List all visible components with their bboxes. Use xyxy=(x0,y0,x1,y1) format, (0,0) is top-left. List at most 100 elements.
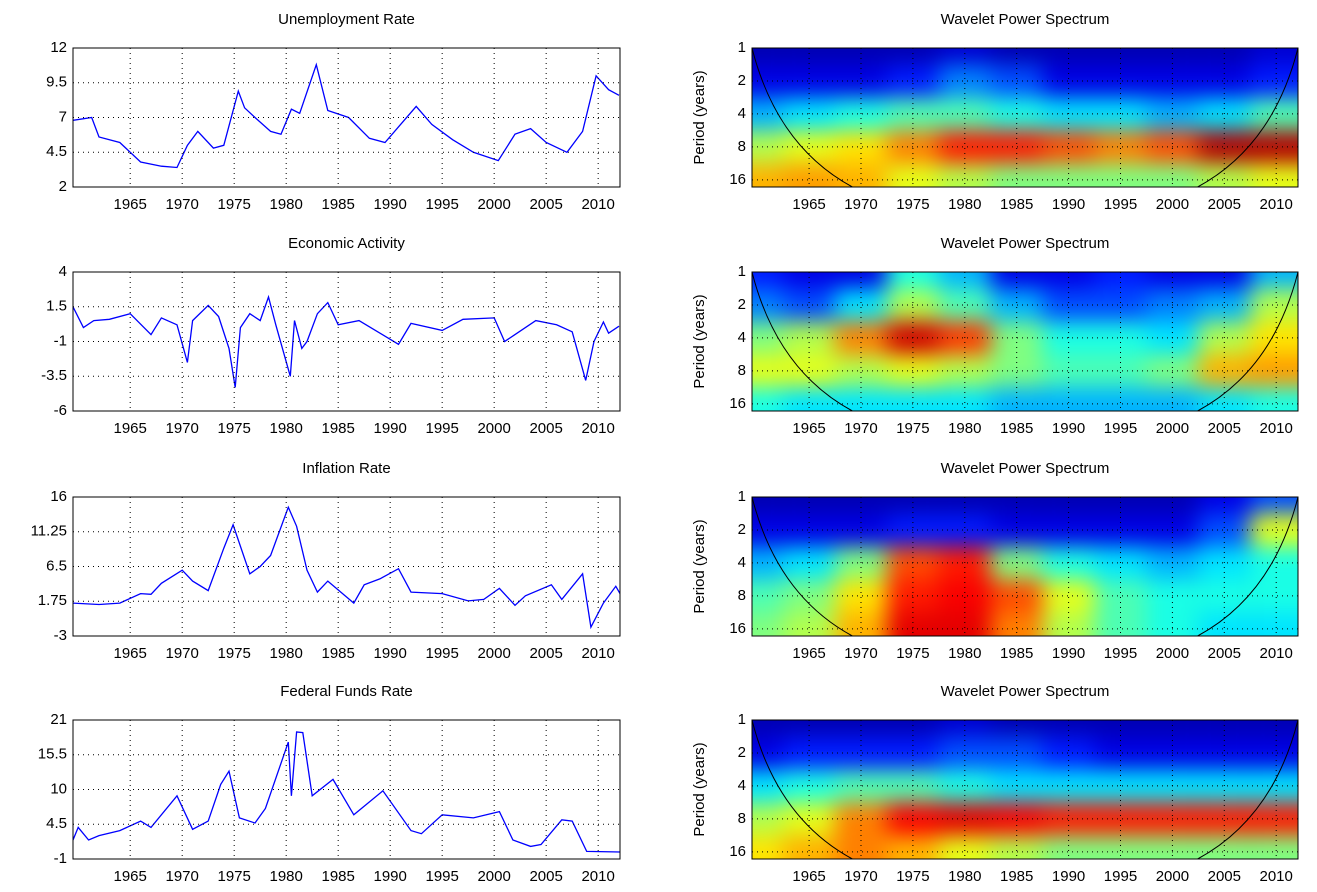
y-tick-label: 16 xyxy=(50,488,67,505)
heatmap-cell xyxy=(1198,163,1251,187)
y-tick-label: 8 xyxy=(738,587,746,604)
y-tick-label: -1 xyxy=(54,850,67,867)
line xyxy=(73,62,620,169)
y-tick-label: 2 xyxy=(738,744,746,761)
heatmap-cell xyxy=(1198,497,1251,514)
x-tick-label: 1965 xyxy=(792,868,825,885)
heatmap-cell xyxy=(835,579,887,613)
heatmap-cell xyxy=(1146,497,1199,514)
x-tick-label: 1965 xyxy=(792,420,825,437)
heatmap-cell xyxy=(990,272,1043,289)
y-tick-label: 1.5 xyxy=(46,298,67,315)
heatmap-cell xyxy=(1250,720,1298,737)
heatmap-cell xyxy=(886,612,939,636)
y-tick-label: 4 xyxy=(738,777,746,794)
line xyxy=(73,294,620,388)
heatmap-cell xyxy=(886,387,939,411)
heatmap-cell xyxy=(835,736,887,770)
axes-frame xyxy=(751,496,1299,637)
heatmap-cell xyxy=(1042,163,1095,187)
x-tick-label: 1995 xyxy=(425,868,458,885)
y-tick-label: 9.5 xyxy=(46,74,67,91)
x-tick-label: 1990 xyxy=(373,196,406,213)
panel: Wavelet Power Spectrum Period (years) 1965… xyxy=(691,683,1299,885)
chart-title: Inflation Rate xyxy=(302,460,390,477)
x-tick-label: 1990 xyxy=(373,420,406,437)
x-tick-label: 1970 xyxy=(166,196,199,213)
heatmap-cell xyxy=(752,387,784,411)
heatmap-cell xyxy=(1094,387,1147,411)
x-tick-label: 1970 xyxy=(844,420,877,437)
line xyxy=(73,731,620,853)
heatmap-cell xyxy=(1146,163,1199,187)
heatmap-clip xyxy=(752,272,1298,411)
heatmap-cell xyxy=(1198,835,1251,859)
heatmap-cell xyxy=(1042,720,1095,737)
x-tick-label: 2010 xyxy=(581,645,614,662)
panel: Wavelet Power Spectrum Period (years) 1965… xyxy=(691,11,1299,213)
chart-title: Federal Funds Rate xyxy=(280,683,413,700)
heatmap-cell xyxy=(990,48,1043,65)
y-tick-label: 1 xyxy=(738,711,746,728)
line xyxy=(73,505,620,630)
x-tick-label: 2010 xyxy=(1260,645,1293,662)
heatmap-cell xyxy=(1198,48,1251,65)
heatmap-cell xyxy=(938,835,991,859)
heatmap-cell xyxy=(835,272,887,289)
heatmap-cell xyxy=(835,720,887,737)
y-axis-label: Period (years) xyxy=(691,70,708,164)
x-tick-label: 2005 xyxy=(529,868,562,885)
heatmap-cell xyxy=(886,48,939,65)
y-tick-label: 16 xyxy=(729,171,746,188)
heatmap-clip xyxy=(752,48,1298,187)
heatmap-cell xyxy=(835,513,887,547)
x-tick-label: 1970 xyxy=(844,196,877,213)
heatmap-cell xyxy=(990,163,1043,187)
heatmap-cell xyxy=(783,272,836,289)
heatmap-cell xyxy=(1146,272,1199,289)
heatmap xyxy=(752,48,1298,187)
heatmap-cell xyxy=(835,163,887,187)
heatmap-cell xyxy=(1250,288,1298,322)
x-tick-label: 1980 xyxy=(269,420,302,437)
x-tick-label: 1965 xyxy=(792,196,825,213)
x-tick-label: 1985 xyxy=(321,420,354,437)
heatmap-cell xyxy=(783,64,836,98)
axes-frame xyxy=(751,719,1299,860)
x-tick-label: 1965 xyxy=(114,645,147,662)
x-tick-label: 1970 xyxy=(844,645,877,662)
heatmap-cell xyxy=(752,272,784,289)
heatmap-cell xyxy=(1146,835,1199,859)
x-tick-label: 1985 xyxy=(1000,196,1033,213)
heatmap-cell xyxy=(835,288,887,322)
heatmap-cell xyxy=(938,272,991,289)
y-tick-label: 6.5 xyxy=(46,557,67,574)
heatmap-cell xyxy=(1094,612,1147,636)
panel: Wavelet Power Spectrum Period (years) 1965… xyxy=(691,460,1299,662)
heatmap-cell xyxy=(752,163,784,187)
x-tick-label: 2000 xyxy=(477,645,510,662)
heatmap-cell xyxy=(990,288,1043,322)
heatmap-cell xyxy=(835,354,887,388)
heatmap-cell xyxy=(1250,835,1298,859)
y-tick-label: 15.5 xyxy=(38,746,67,763)
heatmap-cell xyxy=(886,497,939,514)
x-tick-label: 1975 xyxy=(218,645,251,662)
x-tick-label: 2005 xyxy=(1208,420,1241,437)
x-tick-label: 1990 xyxy=(1052,645,1085,662)
cone-of-influence xyxy=(752,272,1298,411)
x-tick-label: 1975 xyxy=(896,645,929,662)
y-tick-label: 8 xyxy=(738,810,746,827)
heatmap-cell xyxy=(1250,354,1298,388)
y-tick-label: 16 xyxy=(729,843,746,860)
x-tick-label: 2000 xyxy=(477,420,510,437)
heatmap-cell xyxy=(1094,163,1147,187)
heatmap-cell xyxy=(835,48,887,65)
heatmap-cell xyxy=(752,720,784,737)
x-tick-label: 1990 xyxy=(373,868,406,885)
heatmap-cell xyxy=(835,387,887,411)
y-axis-label: Period (years) xyxy=(691,742,708,836)
heatmap-cell xyxy=(783,720,836,737)
heatmap-cell xyxy=(1250,163,1298,187)
heatmap-cell xyxy=(1250,513,1298,547)
